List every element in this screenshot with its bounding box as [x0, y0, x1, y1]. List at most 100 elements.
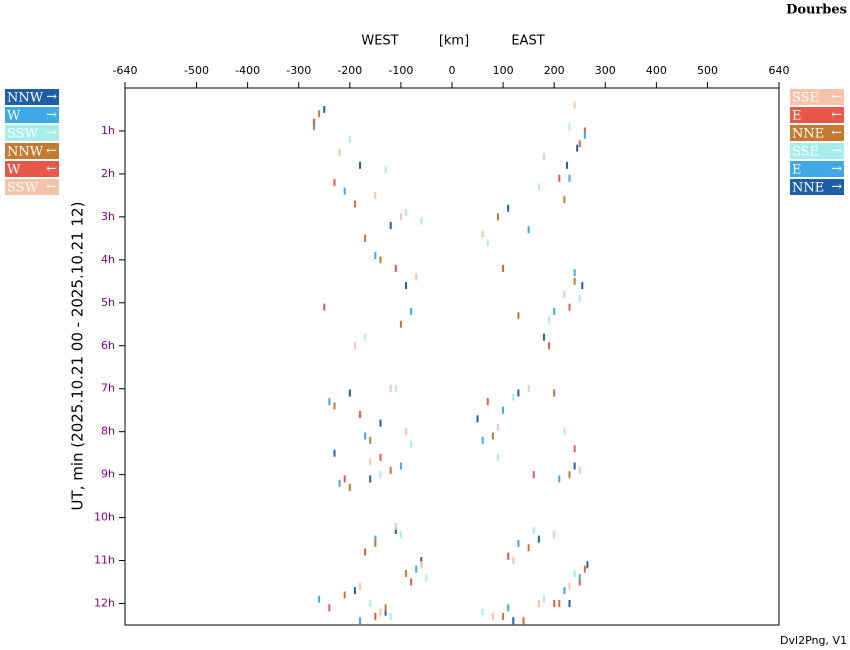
- data-point: [410, 307, 413, 315]
- data-point: [542, 333, 545, 341]
- data-point: [583, 127, 586, 135]
- y-tick-label: 7h: [101, 382, 115, 395]
- data-point: [553, 389, 556, 397]
- x-tick-label: -100: [388, 64, 413, 77]
- legend-label: SSE: [792, 145, 819, 160]
- data-point: [542, 153, 545, 161]
- x-tick-label: 0: [449, 64, 456, 77]
- legend-arrow: ←: [46, 144, 57, 159]
- data-point: [420, 217, 423, 225]
- data-point: [476, 415, 479, 423]
- legend-label: NNE: [792, 181, 824, 196]
- data-point: [573, 569, 576, 577]
- data-point: [348, 484, 351, 492]
- y-tick-label: 4h: [101, 253, 115, 266]
- data-point: [558, 174, 561, 182]
- data-point: [568, 600, 571, 608]
- data-point: [491, 432, 494, 440]
- data-point: [578, 140, 581, 148]
- data-point: [399, 531, 402, 539]
- data-point: [389, 221, 392, 229]
- data-point: [333, 402, 336, 410]
- legend-swatch: [790, 143, 844, 159]
- data-point: [517, 389, 520, 397]
- data-point: [394, 526, 397, 534]
- data-point: [343, 475, 346, 483]
- data-point: [496, 423, 499, 431]
- data-point: [369, 458, 372, 466]
- data-point: [581, 282, 584, 290]
- data-point: [583, 565, 586, 573]
- data-point: [379, 419, 382, 427]
- data-point: [502, 612, 505, 620]
- data-point: [563, 196, 566, 204]
- x-tick-label: -200: [337, 64, 362, 77]
- data-point: [374, 252, 377, 260]
- data-point: [313, 118, 316, 126]
- data-point: [548, 342, 551, 350]
- data-point: [576, 144, 579, 152]
- data-point: [486, 239, 489, 247]
- x-tick-label: 640: [769, 64, 790, 77]
- legend-arrow: ←: [46, 162, 57, 177]
- data-point: [586, 561, 589, 569]
- data-point: [328, 398, 331, 406]
- data-point: [405, 428, 408, 436]
- data-point: [338, 479, 341, 487]
- data-point: [553, 307, 556, 315]
- data-point: [496, 453, 499, 461]
- legend-swatch: [790, 107, 844, 123]
- data-point: [517, 312, 520, 320]
- data-point: [425, 574, 428, 582]
- data-point: [522, 617, 525, 625]
- legend-label: NNE: [792, 127, 824, 142]
- data-point: [379, 471, 382, 479]
- data-point: [379, 608, 382, 616]
- x-tick-label: 300: [595, 64, 616, 77]
- data-point: [512, 617, 515, 625]
- data-point: [389, 466, 392, 474]
- header-label: EAST: [511, 34, 544, 49]
- data-point: [568, 303, 571, 311]
- data-point: [379, 256, 382, 264]
- data-point: [348, 136, 351, 144]
- data-point: [568, 123, 571, 131]
- y-tick-label: 6h: [101, 339, 115, 352]
- legend-arrow: →: [46, 90, 57, 105]
- data-point: [481, 436, 484, 444]
- data-point: [318, 110, 321, 118]
- data-point: [568, 174, 571, 182]
- data-point: [364, 548, 367, 556]
- data-point: [353, 200, 356, 208]
- x-tick-label: -400: [235, 64, 260, 77]
- data-point: [537, 183, 540, 191]
- data-point: [553, 600, 556, 608]
- y-tick-label: 9h: [101, 468, 115, 481]
- data-point: [359, 410, 362, 418]
- x-tick-label: 100: [493, 64, 514, 77]
- data-point: [343, 591, 346, 599]
- data-point: [389, 385, 392, 393]
- data-point: [328, 604, 331, 612]
- data-point: [394, 264, 397, 272]
- y-axis-label: UT, min (2025.10.21 00 - 2025.10.21 12): [69, 202, 87, 511]
- y-tick-label: 8h: [101, 425, 115, 438]
- header-label: [km]: [439, 34, 469, 49]
- data-point: [578, 578, 581, 586]
- data-point: [333, 449, 336, 457]
- data-point: [364, 234, 367, 242]
- data-point: [565, 161, 568, 169]
- legend-swatch: [790, 161, 844, 177]
- data-point: [415, 273, 418, 281]
- data-point: [415, 565, 418, 573]
- data-point: [384, 166, 387, 174]
- data-point: [542, 595, 545, 603]
- data-point: [333, 179, 336, 187]
- legend-label: NNW: [7, 91, 44, 106]
- y-tick-label: 1h: [101, 124, 115, 137]
- legend-swatch: [5, 107, 59, 123]
- data-point: [374, 535, 377, 543]
- legend-arrow: ←: [831, 108, 842, 123]
- legend-label: W: [7, 109, 21, 124]
